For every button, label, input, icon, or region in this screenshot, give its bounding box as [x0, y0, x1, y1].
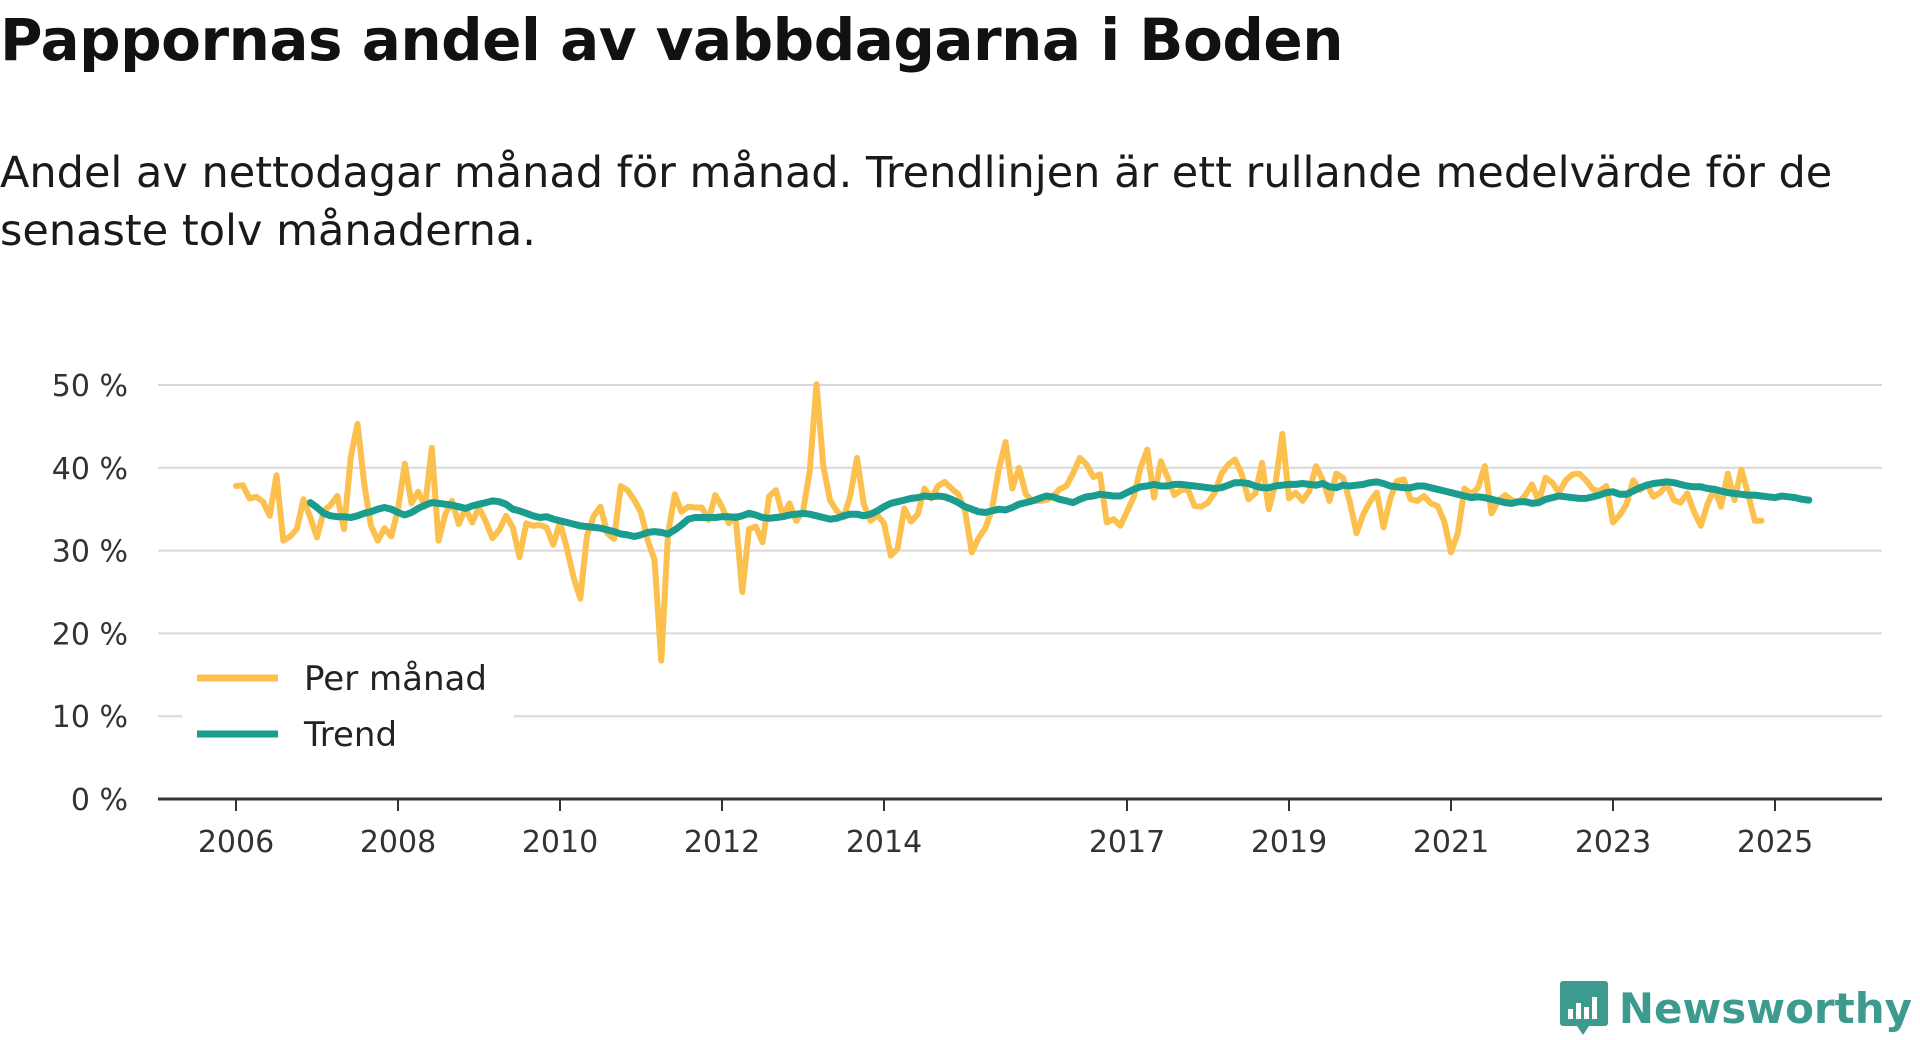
line-chart: 0 % 10 % 20 % 30 % 40 % 50 % 2006 2008 2010 2012… — [52, 369, 1882, 860]
chart-title: Pappornas andel av vabbdagarna i Boden — [0, 6, 1344, 74]
y-tick-label: 50 % — [52, 369, 128, 404]
brand-name: Newsworthy — [1618, 983, 1912, 1033]
newsworthy-logo: Newsworthy — [1559, 980, 1912, 1036]
x-tick-label: 2023 — [1575, 825, 1651, 860]
x-tick-label: 2025 — [1737, 825, 1813, 860]
x-tick-label: 2021 — [1413, 825, 1489, 860]
legend-background — [182, 640, 514, 760]
y-tick-label: 0 % — [71, 783, 128, 818]
y-tick-label: 10 % — [52, 700, 128, 735]
series-group — [233, 381, 1813, 664]
x-tick-label: 2012 — [684, 825, 760, 860]
y-tick-label: 20 % — [52, 617, 128, 652]
y-axis: 0 % 10 % 20 % 30 % 40 % 50 % — [52, 369, 128, 818]
chart-subtitle: Andel av nettodagar månad för månad. Tre… — [0, 148, 1833, 256]
x-tick-label: 2019 — [1251, 825, 1327, 860]
legend-label-monthly: Per månad — [304, 659, 487, 699]
y-tick-label: 30 % — [52, 535, 128, 570]
legend: Per månad Trend — [182, 640, 514, 760]
x-tick-label: 2017 — [1089, 825, 1165, 860]
x-axis: 2006 2008 2010 2012 2014 2017 2019 2021 2023 2025 — [158, 797, 1882, 860]
y-tick-label: 40 % — [52, 452, 128, 487]
x-tick-label: 2014 — [846, 825, 922, 860]
x-tick-label: 2010 — [522, 825, 598, 860]
grid-lines — [158, 384, 1882, 718]
legend-label-trend: Trend — [303, 715, 397, 755]
series-line-trend — [306, 478, 1813, 540]
x-tick-label: 2008 — [360, 825, 436, 860]
newsworthy-logo-icon — [1559, 981, 1608, 1035]
x-tick-label: 2006 — [198, 825, 274, 860]
series-line-per-manad — [233, 381, 1765, 664]
